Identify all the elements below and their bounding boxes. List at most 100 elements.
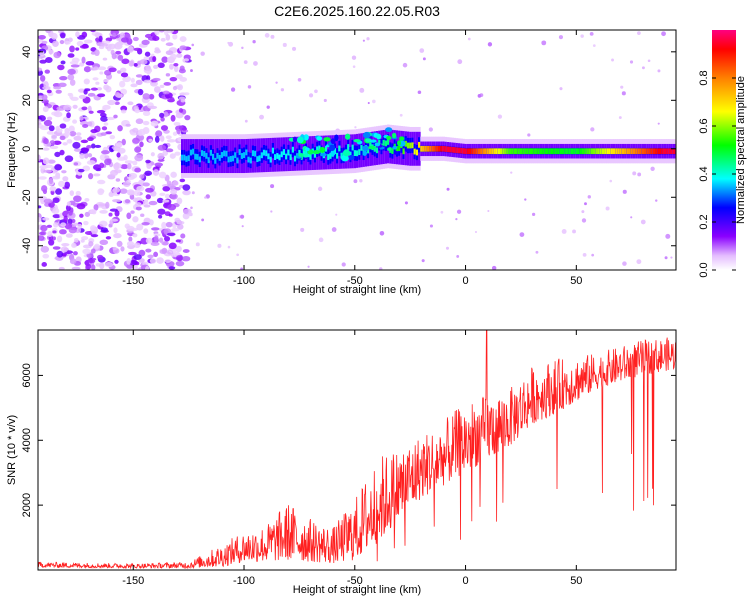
spectrogram-speck: [169, 63, 174, 70]
spectrogram-speck: [73, 238, 79, 243]
spectrogram-speck: [158, 214, 163, 219]
spectrogram-speck: [620, 85, 624, 89]
spectrogram-ridge-core: [663, 148, 667, 155]
spectrogram-ridge-core: [491, 148, 494, 155]
spectrogram-speck: [455, 218, 458, 221]
spectrogram-speck: [82, 248, 91, 255]
spectrogram-speck: [58, 266, 65, 270]
spectrogram-ridge-core: [411, 142, 414, 149]
spectrogram-speck: [182, 190, 191, 196]
spectrogram-speck: [75, 190, 81, 196]
spectrogram-speck: [195, 242, 200, 247]
spectrogram-speck: [68, 210, 73, 216]
spectrogram-speck: [104, 155, 110, 160]
spectrogram-ridge-core: [630, 148, 634, 155]
spectrogram-ridge-core: [566, 148, 570, 155]
spectrogram-speck: [184, 115, 191, 121]
spectrogram-ridge-core: [276, 153, 279, 159]
spectrogram-ridge-core: [449, 146, 452, 153]
spectrogram-speck: [64, 181, 71, 189]
spectrogram-speck: [630, 216, 633, 219]
spectrogram-ridge-core: [526, 148, 530, 155]
spectrogram-ridge-core: [324, 145, 328, 152]
spectrogram-speck: [126, 225, 135, 231]
spectrogram-speck: [43, 81, 49, 88]
spectrogram-speck: [487, 42, 493, 47]
spectrogram-speck: [282, 42, 287, 48]
spectrogram-speck: [111, 52, 117, 60]
spectrogram-speck: [53, 86, 62, 90]
spectrogram-speck: [126, 258, 131, 265]
spectrogram-speck: [641, 66, 645, 70]
spectrogram-ridge-core: [245, 149, 248, 156]
spectrogram-speck: [175, 245, 182, 253]
spectrogram-speck: [227, 41, 230, 45]
spectrogram-speck: [177, 84, 184, 91]
spectrogram-speck: [100, 227, 108, 233]
spectrogram-speck: [133, 254, 142, 260]
spectrogram-ridge-core: [384, 140, 388, 147]
spectrogram-speck: [446, 187, 450, 191]
spectrogram-blob: [387, 147, 392, 151]
spectrogram-speck: [168, 242, 177, 250]
spectrogram-speck: [165, 221, 173, 228]
spectrogram-ridge-core: [548, 148, 552, 155]
spectrogram-ridge-core: [305, 148, 308, 155]
spectrogram-speck: [73, 195, 82, 203]
spectrogram-speck: [110, 169, 119, 176]
spectrogram-speck: [55, 188, 62, 195]
spectrogram-speck: [143, 79, 152, 84]
spectrogram-ticks: -150 -100 -50 0 50 -40 -20 0 20 40: [21, 30, 676, 287]
spectrogram-speck: [561, 229, 567, 234]
spectrogram-speck: [105, 236, 112, 240]
spectrogram-blob: [368, 145, 376, 150]
spectrogram-speck: [99, 71, 104, 75]
spectrogram-ridge-core: [557, 148, 561, 155]
spectrogram-ridge-core: [553, 148, 556, 155]
spectrogram-speck: [590, 127, 595, 132]
spectrogram-speck: [45, 57, 53, 63]
spectrogram-speck: [247, 85, 252, 89]
spectrogram-speck: [572, 229, 576, 234]
spectrogram-ridge-core: [289, 154, 293, 161]
spectrogram-ridge-core: [229, 156, 233, 162]
spectrogram-ridge-core: [302, 150, 306, 157]
spectrogram-speck: [120, 246, 125, 252]
spectrogram-speck: [162, 186, 171, 192]
spectrogram-speck: [353, 179, 358, 184]
spectrogram-speck: [145, 159, 151, 164]
spectrogram-speck: [46, 130, 54, 135]
spectrogram-speck: [159, 192, 166, 197]
spectrogram-speck: [138, 249, 146, 257]
spectrogram-speck: [84, 197, 90, 202]
spectrogram-blob: [385, 127, 393, 133]
spectrogram-speck: [120, 67, 127, 73]
spectrogram-speck: [77, 168, 85, 173]
spectrogram-speck: [52, 40, 59, 47]
spectrogram-speck: [59, 229, 67, 235]
spectrogram-speck: [96, 109, 106, 114]
spectrogram-speck: [137, 88, 144, 96]
spectrogram-speck: [132, 137, 140, 144]
spectrogram-speck: [165, 148, 174, 153]
spectrogram-speck: [182, 249, 190, 253]
spectrogram-speck: [40, 224, 48, 232]
spectrogram-ridge-core: [369, 141, 372, 148]
spectrogram-speck: [139, 174, 145, 179]
spectrogram-speck: [66, 201, 72, 207]
spectrogram-ridge-core: [444, 146, 448, 152]
spectrogram-speck: [497, 114, 503, 119]
spectrogram-speck: [109, 208, 118, 212]
spectrogram-speck: [655, 199, 658, 202]
spectrogram-ridge-core: [639, 148, 643, 155]
spectrogram-speck: [93, 204, 99, 211]
spectrogram-speck: [41, 40, 48, 45]
spectrogram-frame: [37, 29, 677, 271]
spectrogram-blob: [328, 144, 336, 151]
spectrogram-speck: [307, 265, 310, 268]
spectrogram-speck: [164, 193, 171, 199]
spectrogram-speck: [97, 179, 106, 185]
spectrogram-ridge-core: [482, 148, 485, 155]
spectrogram-ridge-core: [486, 148, 490, 155]
spectrogram-ridge-core: [544, 148, 547, 155]
